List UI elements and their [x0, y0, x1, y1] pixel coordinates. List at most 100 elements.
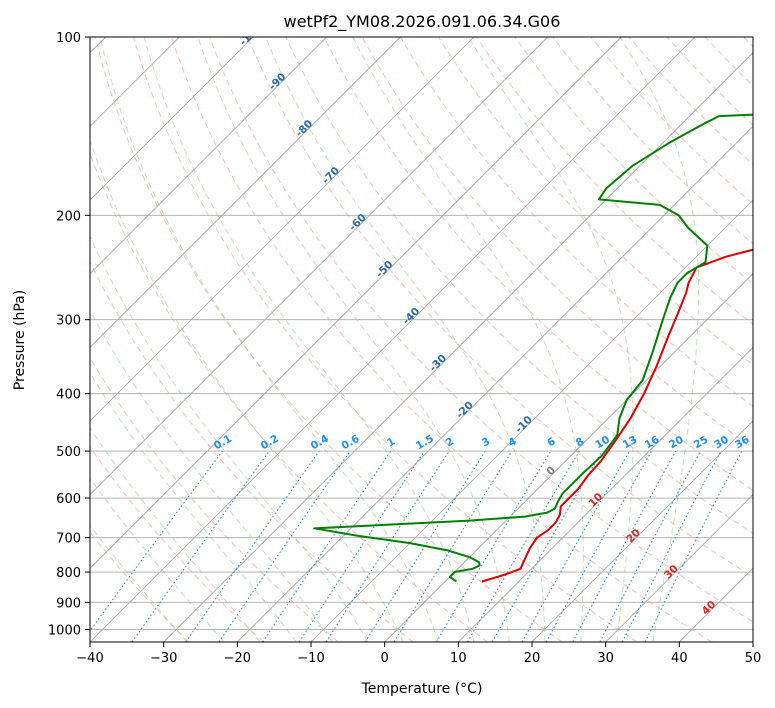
mixing-ratio-line: [521, 450, 630, 642]
x-axis-label: Temperature (°C): [361, 681, 483, 697]
x-tick-label: 30: [597, 651, 614, 666]
dry-adiabat-line: [666, 37, 753, 126]
dry-adiabat-label: 10: [587, 491, 606, 510]
dry-adiabat-line: [285, 37, 753, 535]
x-tick-label: −10: [297, 651, 324, 666]
dry-adiabat-line: [552, 37, 753, 245]
y-tick-label: 800: [56, 566, 81, 581]
isotherm-line: [531, 420, 753, 642]
dry-adiabat-line: [247, 37, 753, 578]
dry-adiabat-label: -80: [293, 118, 315, 140]
mixing-ratio-label: 0.1: [212, 433, 234, 453]
moist-adiabat-line: [467, 37, 634, 642]
dry-adiabat-line: [323, 37, 753, 491]
moist-adiabat-line: [99, 37, 439, 642]
dry-adiabat-line: [90, 356, 339, 642]
mixing-ratio-label: 0.2: [259, 433, 281, 453]
mixing-ratio-label: 3: [480, 435, 492, 449]
y-axis: 100 200 300 400 500 600 700 800 900 1000: [48, 31, 90, 638]
dry-adiabat-label: 20: [624, 527, 643, 546]
y-tick-label: 900: [56, 596, 81, 611]
dry-adiabat-line: [132, 37, 638, 642]
y-tick-label: 400: [56, 388, 81, 403]
chart-title: wetPf2_YM08.2026.091.06.34.G06: [284, 12, 561, 32]
isotherm-line: [310, 199, 753, 642]
isotherm-line: [90, 37, 401, 348]
moist-adiabat-line: [90, 477, 225, 642]
dry-adiabat-label: 0: [544, 464, 558, 478]
dry-adiabat-line: [90, 152, 488, 642]
isotherm-line: [679, 567, 753, 642]
y-tick-label: 300: [56, 314, 81, 329]
dry-adiabat-label: -60: [347, 212, 369, 234]
x-tick-label: 40: [671, 651, 688, 666]
mixing-ratio-line: [393, 450, 513, 642]
dry-adiabat-line: [704, 37, 753, 87]
y-tick-label: 1000: [48, 623, 81, 638]
isotherm-line: [90, 37, 254, 201]
dry-adiabat-label: -90: [267, 71, 289, 93]
mixing-ratio-line: [298, 450, 425, 642]
temperature-line: [481, 248, 753, 583]
isotherm-line: [384, 273, 753, 642]
dry-adiabat-line: [90, 446, 264, 642]
mixing-ratio-label: 6: [545, 435, 557, 449]
dry-adiabat-line: [476, 37, 753, 325]
y-tick-label: 100: [56, 31, 81, 46]
isotherm-line: [605, 494, 753, 642]
mixing-ratio-line: [262, 450, 392, 642]
mixing-ratio-label: 1.5: [414, 433, 436, 453]
dry-adiabat-label: -40: [400, 305, 422, 327]
mixing-ratio-label: 16: [643, 434, 662, 452]
dry-adiabat-line: [90, 531, 190, 642]
x-tick-label: 0: [381, 651, 389, 666]
x-tick-label: 50: [745, 651, 762, 666]
y-tick-label: 200: [56, 209, 81, 224]
dry-adiabat-line: [94, 37, 563, 642]
isotherm-line: [90, 37, 622, 569]
mixing-ratio-label: 13: [621, 434, 640, 452]
mixing-ratio-line: [572, 450, 677, 642]
x-tick-label: −30: [150, 651, 177, 666]
dry-adiabat-label: -20: [454, 399, 476, 421]
dry-adiabat-label: -30: [427, 352, 449, 374]
mixing-ratio-line: [599, 450, 701, 642]
x-tick-label: 20: [524, 651, 541, 666]
isotherm-line: [237, 125, 753, 642]
mixing-ratio-line: [545, 450, 653, 642]
dry-adiabat-line: [590, 37, 753, 205]
moist-adiabat-line: [143, 37, 475, 642]
y-tick-label: 700: [56, 532, 81, 547]
isotherm-line: [90, 37, 548, 496]
dry-adiabat-line: [514, 37, 753, 285]
y-axis-label: Pressure (hPa): [12, 290, 28, 390]
mixing-ratio-label: 20: [667, 434, 686, 452]
mixing-ratio-line: [185, 450, 320, 642]
moist-adiabat-line: [90, 138, 404, 642]
dry-adiabat-line: [743, 37, 753, 48]
moist-adiabat-line: [90, 427, 261, 642]
mixing-ratio-line: [325, 450, 450, 642]
mixing-ratio-label: 0.4: [309, 433, 331, 453]
moist-adiabat-line: [90, 234, 369, 642]
dry-adiabat-label: -70: [320, 165, 342, 187]
dry-adiabat-label: 30: [662, 563, 681, 582]
x-tick-label: −40: [76, 651, 103, 666]
moist-adiabat-line: [90, 309, 333, 642]
dry-adiabat-label: -10: [513, 414, 535, 436]
dry-adiabat-line: [438, 37, 753, 366]
isotherm-line: [90, 37, 696, 642]
x-axis: −40 −30 −20 −10 0 10 20 30 40 50: [76, 642, 761, 666]
mixing-ratio-label: 0.6: [340, 433, 362, 453]
mixing-ratio-label: 2: [444, 435, 456, 449]
moist-adiabat-line: [90, 524, 188, 642]
mixing-ratio-label: 4: [506, 435, 518, 449]
dry-adiabat-label: 40: [700, 599, 719, 618]
moist-adiabat-line: [197, 37, 510, 642]
isotherm-line: [752, 641, 753, 642]
mixing-ratio-line: [131, 450, 270, 642]
y-tick-label: 600: [56, 492, 81, 507]
moist-adiabat-line: [265, 37, 546, 642]
dry-adiabat-line: [171, 37, 713, 642]
